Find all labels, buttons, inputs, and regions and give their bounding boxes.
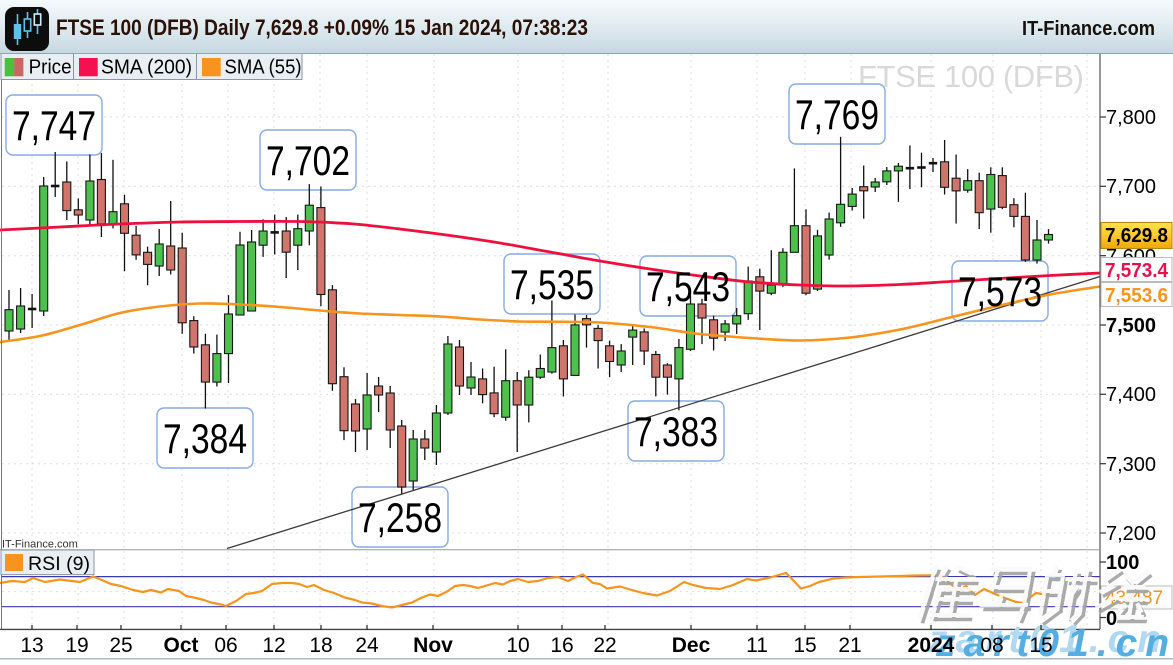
svg-text:100: 100: [1106, 552, 1139, 574]
svg-text:22: 22: [593, 634, 616, 657]
svg-text:19: 19: [65, 634, 88, 657]
svg-text:7,553.6: 7,553.6: [1105, 285, 1168, 307]
svg-text:7,300: 7,300: [1106, 454, 1156, 476]
svg-text:7,800: 7,800: [1106, 107, 1156, 129]
svg-text:16: 16: [550, 634, 573, 657]
svg-text:Nov: Nov: [413, 634, 453, 657]
svg-text:7,383: 7,383: [634, 408, 718, 455]
svg-text:7,535: 7,535: [510, 261, 594, 308]
svg-text:RSI (9): RSI (9): [28, 554, 90, 575]
svg-text:13: 13: [20, 634, 43, 657]
svg-text:7,702: 7,702: [266, 137, 350, 184]
svg-text:06: 06: [214, 634, 237, 657]
svg-text:15: 15: [793, 634, 816, 657]
svg-text:SMA (200): SMA (200): [101, 57, 192, 79]
svg-text:7,500: 7,500: [1106, 315, 1156, 337]
svg-text:Price: Price: [29, 57, 72, 79]
svg-text:21: 21: [838, 634, 861, 657]
svg-text:7,200: 7,200: [1106, 523, 1156, 545]
svg-text:11: 11: [746, 634, 768, 657]
svg-text:7,573.4: 7,573.4: [1105, 260, 1169, 282]
svg-text:SMA (55): SMA (55): [225, 57, 302, 79]
svg-text:12: 12: [262, 634, 285, 657]
svg-text:7,384: 7,384: [163, 415, 247, 462]
svg-text:7,629.8: 7,629.8: [1105, 225, 1168, 247]
svg-text:15: 15: [1029, 634, 1052, 657]
svg-text:0: 0: [1106, 608, 1117, 630]
svg-text:2024: 2024: [908, 634, 955, 657]
svg-text:10: 10: [506, 634, 529, 657]
svg-text:Oct: Oct: [163, 634, 198, 657]
svg-text:FTSE 100 (DFB): FTSE 100 (DFB): [858, 59, 1084, 94]
svg-text:zart01.cn: zart01.cn: [935, 622, 1173, 660]
svg-text:7,769: 7,769: [795, 91, 879, 138]
svg-text:08: 08: [980, 634, 1003, 657]
svg-text:24: 24: [355, 634, 379, 657]
svg-text:zart01.cn: zart01.cn: [927, 618, 1169, 660]
svg-text:IT-Finance.com: IT-Finance.com: [2, 539, 78, 551]
svg-text:7,573: 7,573: [958, 268, 1042, 315]
svg-text:7,543: 7,543: [646, 263, 730, 310]
svg-text:7,700: 7,700: [1106, 176, 1156, 198]
svg-text:7,747: 7,747: [12, 102, 96, 149]
svg-text:IT-Finance.com: IT-Finance.com: [1022, 18, 1155, 40]
svg-text:25: 25: [109, 634, 132, 657]
svg-text:18: 18: [309, 634, 332, 657]
svg-text:7,400: 7,400: [1106, 384, 1156, 406]
svg-text:7,258: 7,258: [358, 494, 442, 541]
svg-text:FTSE 100 (DFB) Daily 7,629.8 +: FTSE 100 (DFB) Daily 7,629.8 +0.09% 15 J…: [56, 15, 588, 40]
svg-text:Dec: Dec: [672, 634, 711, 657]
